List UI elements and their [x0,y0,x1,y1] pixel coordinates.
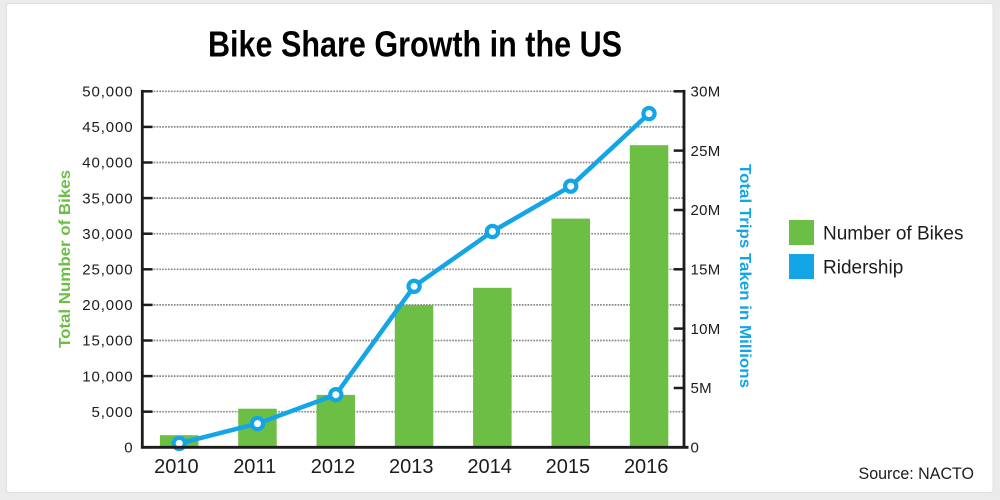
svg-text:15M: 15M [691,262,721,279]
svg-text:25,000: 25,000 [82,262,133,279]
svg-text:10,000: 10,000 [82,368,133,385]
svg-text:5M: 5M [691,380,712,397]
svg-text:2015: 2015 [546,456,591,478]
svg-text:Ridership: Ridership [823,258,903,279]
svg-text:Number of Bikes: Number of Bikes [823,224,963,245]
svg-text:40,000: 40,000 [82,155,133,172]
svg-text:0: 0 [691,440,700,457]
svg-text:2010: 2010 [154,456,199,478]
svg-text:0: 0 [124,440,133,457]
svg-text:5,000: 5,000 [91,404,133,421]
svg-text:2016: 2016 [624,456,669,478]
svg-text:25M: 25M [691,143,721,160]
svg-text:Total Trips Taken in Millions: Total Trips Taken in Millions [736,164,753,388]
svg-text:2011: 2011 [233,456,276,478]
svg-text:20,000: 20,000 [82,297,133,314]
svg-text:45,000: 45,000 [82,119,133,136]
svg-text:2012: 2012 [311,456,356,478]
svg-text:Source: NACTO: Source: NACTO [859,464,975,483]
svg-text:20M: 20M [691,202,721,219]
svg-text:Bike Share Growth in the US: Bike Share Growth in the US [208,24,622,65]
svg-text:2013: 2013 [389,456,434,478]
svg-text:35,000: 35,000 [82,190,133,207]
svg-text:2014: 2014 [467,456,512,478]
svg-text:50,000: 50,000 [82,84,133,101]
svg-text:Total Number of Bikes: Total Number of Bikes [57,170,74,348]
svg-text:30,000: 30,000 [82,226,133,243]
svg-text:30M: 30M [691,84,721,101]
svg-text:15,000: 15,000 [82,333,133,350]
svg-text:10M: 10M [691,321,721,338]
